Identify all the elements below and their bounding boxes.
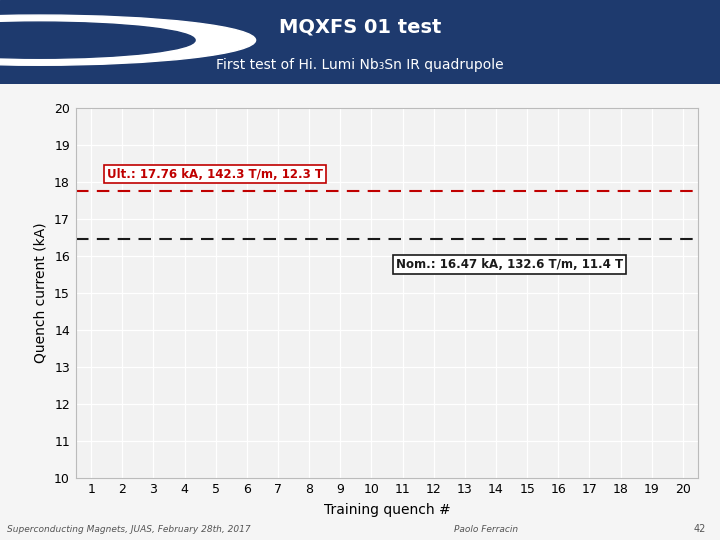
- Y-axis label: Quench current (kA): Quench current (kA): [33, 222, 48, 363]
- Text: MQXFS 01 test: MQXFS 01 test: [279, 17, 441, 36]
- Text: Nom.: 16.47 kA, 132.6 T/m, 11.4 T: Nom.: 16.47 kA, 132.6 T/m, 11.4 T: [396, 258, 624, 271]
- Text: Superconducting Magnets, JUAS, February 28th, 2017: Superconducting Magnets, JUAS, February …: [7, 524, 251, 534]
- X-axis label: Training quench #: Training quench #: [323, 503, 451, 517]
- Circle shape: [0, 15, 256, 65]
- Text: Paolo Ferracin: Paolo Ferracin: [454, 524, 518, 534]
- Text: Ult.: 17.76 kA, 142.3 T/m, 12.3 T: Ult.: 17.76 kA, 142.3 T/m, 12.3 T: [107, 167, 323, 180]
- Text: First test of Hi. Lumi Nb₃Sn IR quadrupole: First test of Hi. Lumi Nb₃Sn IR quadrupo…: [216, 58, 504, 72]
- Text: 42: 42: [693, 523, 706, 534]
- Circle shape: [0, 22, 195, 58]
